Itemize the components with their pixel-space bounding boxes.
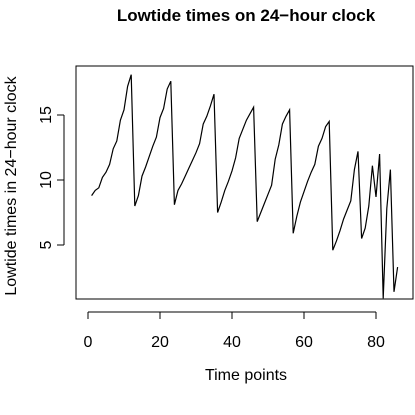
y-tick-label: 10 [38, 171, 55, 189]
x-tick-label: 0 [84, 334, 93, 351]
series-line [91, 74, 399, 299]
x-axis-label: Time points [205, 367, 287, 384]
x-axis: 0 20 40 60 80 [84, 311, 385, 351]
x-tick-label: 80 [367, 334, 385, 351]
plot-frame [75, 65, 414, 300]
x-tick-label: 40 [223, 334, 241, 351]
y-tick-label: 15 [38, 106, 55, 124]
x-tick-label: 20 [151, 334, 169, 351]
chart-title: Lowtide times on 24−hour clock [117, 6, 376, 25]
y-axis-label: Lowtide times in 24−hour clock [3, 75, 20, 295]
y-tick-label: 5 [38, 240, 55, 249]
y-axis: 5 10 15 [38, 106, 65, 249]
x-tick-label: 60 [295, 334, 313, 351]
